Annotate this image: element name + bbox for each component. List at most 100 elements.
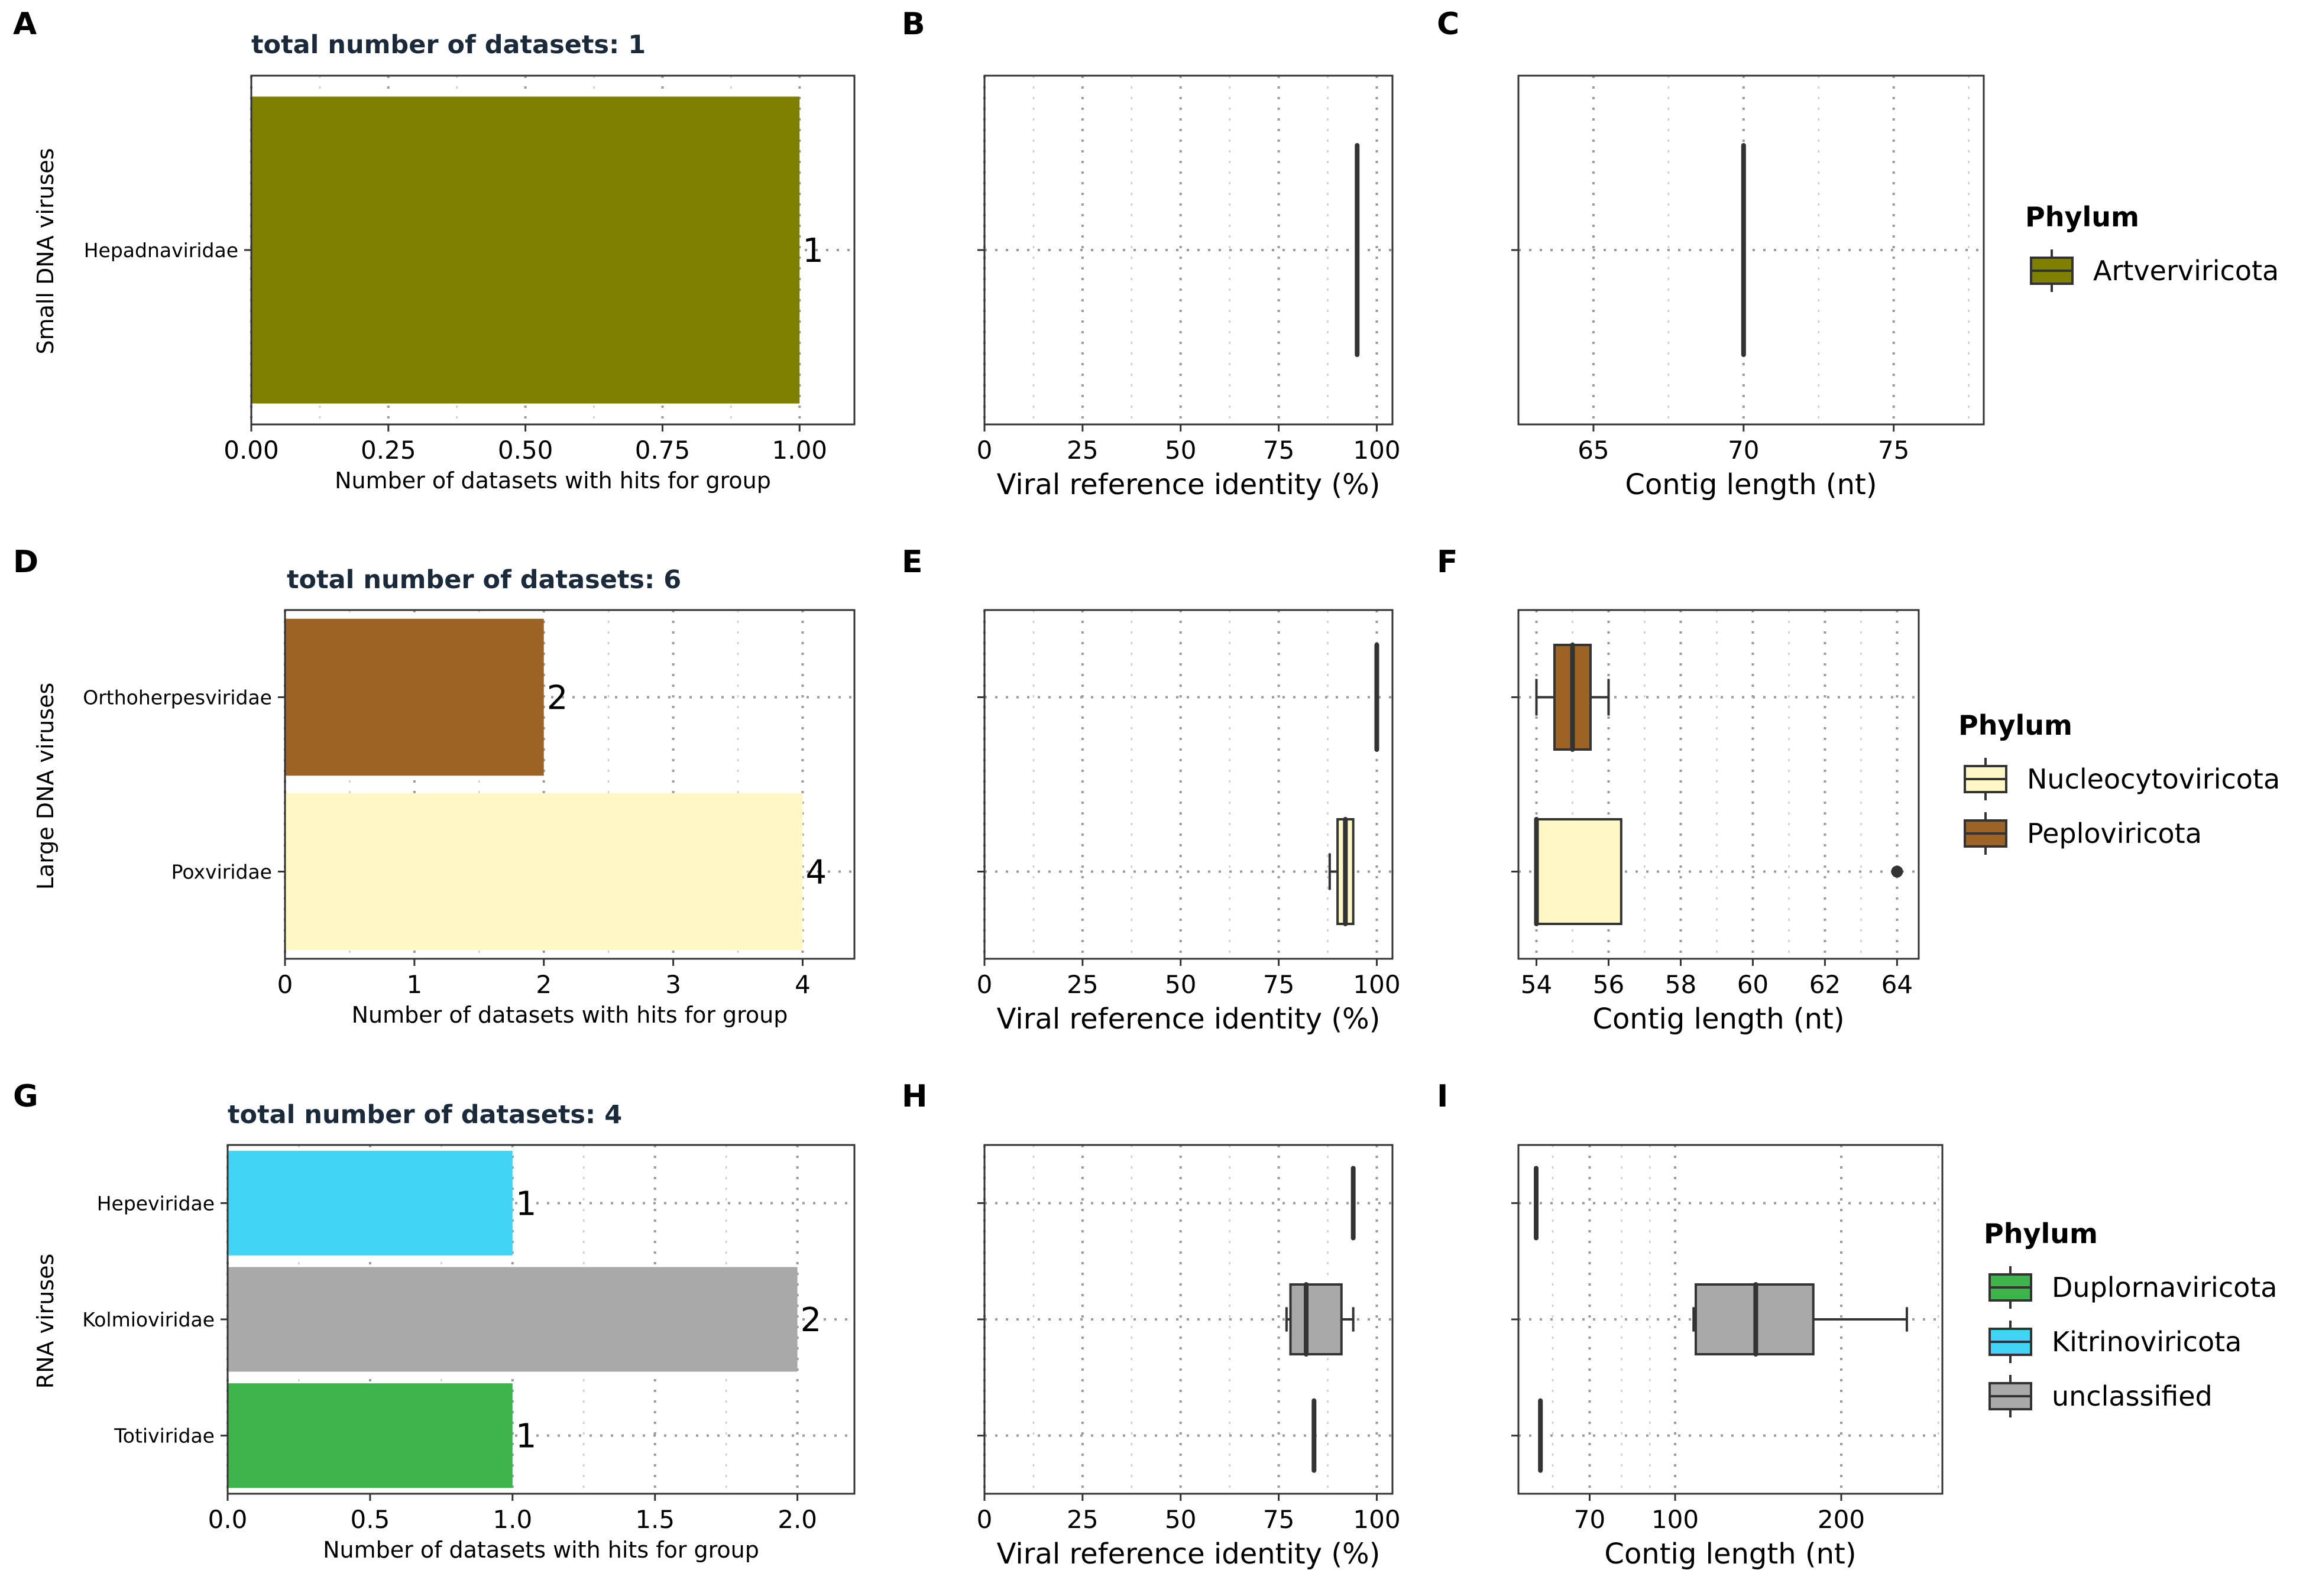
x-tick-label: 0.5 — [351, 1505, 390, 1534]
legend-label-duplornaviricota: Duplornaviricota — [2052, 1271, 2278, 1303]
bar-orthoherpesviridae — [285, 618, 544, 776]
x-tick-label: 100 — [1651, 1505, 1699, 1534]
row3-title: total number of datasets: 4 — [228, 1100, 622, 1130]
x-tick-label: 100 — [1353, 970, 1400, 999]
x-tick-label: 0 — [977, 1505, 993, 1534]
category-label: Poxviridae — [171, 861, 272, 884]
x-axis-label: Contig length (nt) — [1604, 1537, 1856, 1571]
x-tick-label: 64 — [1881, 970, 1913, 999]
bar-value-label: 2 — [547, 679, 568, 718]
legend-title: Phylum — [2025, 201, 2139, 233]
bar-hepadnaviridae — [251, 96, 800, 404]
x-tick-label: 4 — [795, 970, 811, 999]
panel-letter-i: I — [1437, 1079, 1448, 1114]
x-axis-label: Number of datasets with hits for group — [335, 468, 771, 494]
panel-letter-f: F — [1437, 544, 1458, 580]
x-axis-label: Viral reference identity (%) — [997, 468, 1381, 501]
panel-e-box-plot: 0 25 50 75 100 Viral reference identity (%) — [977, 609, 1401, 1036]
category-label: Orthoherpesviridae — [83, 686, 272, 709]
box-poxviridae — [1535, 818, 1622, 925]
x-tick-label: 1.00 — [772, 436, 828, 465]
x-tick-label: 25 — [1067, 436, 1098, 465]
x-tick-label: 25 — [1067, 1505, 1098, 1534]
x-tick-label: 60 — [1737, 970, 1769, 999]
x-tick-label: 1.0 — [493, 1505, 532, 1534]
x-tick-label: 75 — [1263, 970, 1294, 999]
x-tick-label: 54 — [1521, 970, 1552, 999]
x-tick-label: 0.75 — [635, 436, 691, 465]
x-tick-label: 65 — [1578, 436, 1609, 465]
legend-row2: Phylum Nucleocytoviricota Peploviricota — [1958, 709, 2280, 855]
x-tick-label: 0.50 — [498, 436, 553, 465]
x-tick-label: 50 — [1165, 970, 1196, 999]
x-tick-label: 1 — [406, 970, 422, 999]
panel-i-box-plot: 70 100 200 Contig length (nt) — [1511, 1144, 1944, 1571]
bar-hepeviridae — [228, 1150, 513, 1256]
panel-letter-c: C — [1437, 7, 1459, 42]
category-label: Hepadnaviridae — [84, 239, 238, 262]
bar-value-label: 1 — [802, 232, 824, 270]
x-tick-label: 3 — [665, 970, 681, 999]
x-tick-label: 2 — [536, 970, 552, 999]
panel-a-bar-chart: 1 Hepadnaviridae 0.00 0.25 0.50 0.75 1.00Numbe… — [84, 74, 856, 494]
legend-title: Phylum — [1958, 709, 2072, 741]
panel-h-box-plot: 0 25 50 75 100 Viral reference identity (%) — [977, 1144, 1401, 1571]
x-axis-label: Contig length (nt) — [1592, 1003, 1844, 1036]
x-tick-label: 0 — [277, 970, 293, 999]
x-axis-label: Number of datasets with hits for group — [323, 1537, 759, 1563]
bar-value-label: 4 — [805, 854, 827, 892]
legend-row3: Phylum Duplornaviricota Kitrinoviricota un… — [1984, 1218, 2278, 1417]
panel-letter-a: A — [13, 7, 37, 42]
panel-b-box-plot: 0 25 50 75 100 Viral reference identity (%) — [977, 74, 1401, 501]
legend-label-artverviricota: Artverviricota — [2093, 255, 2279, 287]
bar-value-label: 1 — [516, 1417, 537, 1456]
x-tick-label: 62 — [1809, 970, 1841, 999]
row1-title: total number of datasets: 1 — [251, 30, 646, 60]
bar-kolmioviridae — [228, 1267, 798, 1372]
x-tick-label: 58 — [1665, 970, 1696, 999]
box-kolmioviridae — [1289, 1283, 1343, 1355]
x-tick-label: 50 — [1165, 436, 1196, 465]
x-tick-label: 200 — [1818, 1505, 1865, 1534]
x-tick-label: 50 — [1165, 1505, 1196, 1534]
row2-title: total number of datasets: 6 — [287, 565, 681, 595]
panel-letter-b: B — [902, 7, 925, 42]
x-tick-label: 2.0 — [778, 1505, 817, 1534]
legend-label-unclassified: unclassified — [2052, 1380, 2213, 1412]
category-label: Totiviridae — [114, 1425, 215, 1448]
legend-label-kitrinoviricota: Kitrinoviricota — [2052, 1326, 2242, 1358]
x-tick-label: 75 — [1263, 436, 1294, 465]
panel-g-bar-chart: 1 2 1 Hepeviridae Kolmioviridae Totiviridae 0.… — [82, 1144, 856, 1563]
row1-group-label: Small DNA viruses — [33, 148, 59, 354]
bar-value-label: 2 — [801, 1301, 822, 1339]
plot-frame — [284, 609, 856, 960]
x-tick-label: 100 — [1353, 436, 1400, 465]
bar-value-label: 1 — [516, 1185, 537, 1223]
panel-letter-g: G — [13, 1079, 38, 1114]
x-tick-label: 70 — [1728, 436, 1759, 465]
bar-totiviridae — [228, 1383, 513, 1488]
legend-label-nucleocytoviricota: Nucleocytoviricota — [2027, 763, 2280, 795]
x-tick-label: 100 — [1353, 1505, 1400, 1534]
panel-letter-h: H — [902, 1079, 928, 1114]
x-tick-label: 70 — [1574, 1505, 1605, 1534]
x-tick-label: 25 — [1067, 970, 1098, 999]
x-tick-label: 0.00 — [224, 436, 279, 465]
plot-frame — [983, 609, 1394, 960]
x-tick-label: 56 — [1593, 970, 1624, 999]
x-tick-label: 75 — [1263, 1505, 1294, 1534]
legend-label-peploviricota: Peploviricota — [2027, 818, 2202, 849]
plot-frame — [1517, 609, 1920, 960]
panel-f-box-plot: 54 56 58 60 62 64 Contig length (nt) — [1511, 609, 1920, 1036]
category-label: Hepeviridae — [97, 1192, 215, 1215]
row3-group-label: RNA viruses — [33, 1254, 59, 1389]
x-tick-label: 75 — [1878, 436, 1909, 465]
panel-letter-e: E — [902, 544, 923, 580]
x-tick-label: 0 — [977, 970, 993, 999]
x-tick-label: 1.5 — [635, 1505, 675, 1534]
row2-group-label: Large DNA viruses — [33, 683, 59, 890]
panel-d-bar-chart: 2 4 Orthoherpesviridae Poxviridae 0 1 2 3 4 Numbe… — [83, 609, 856, 1028]
panel-letter-d: D — [13, 544, 38, 580]
